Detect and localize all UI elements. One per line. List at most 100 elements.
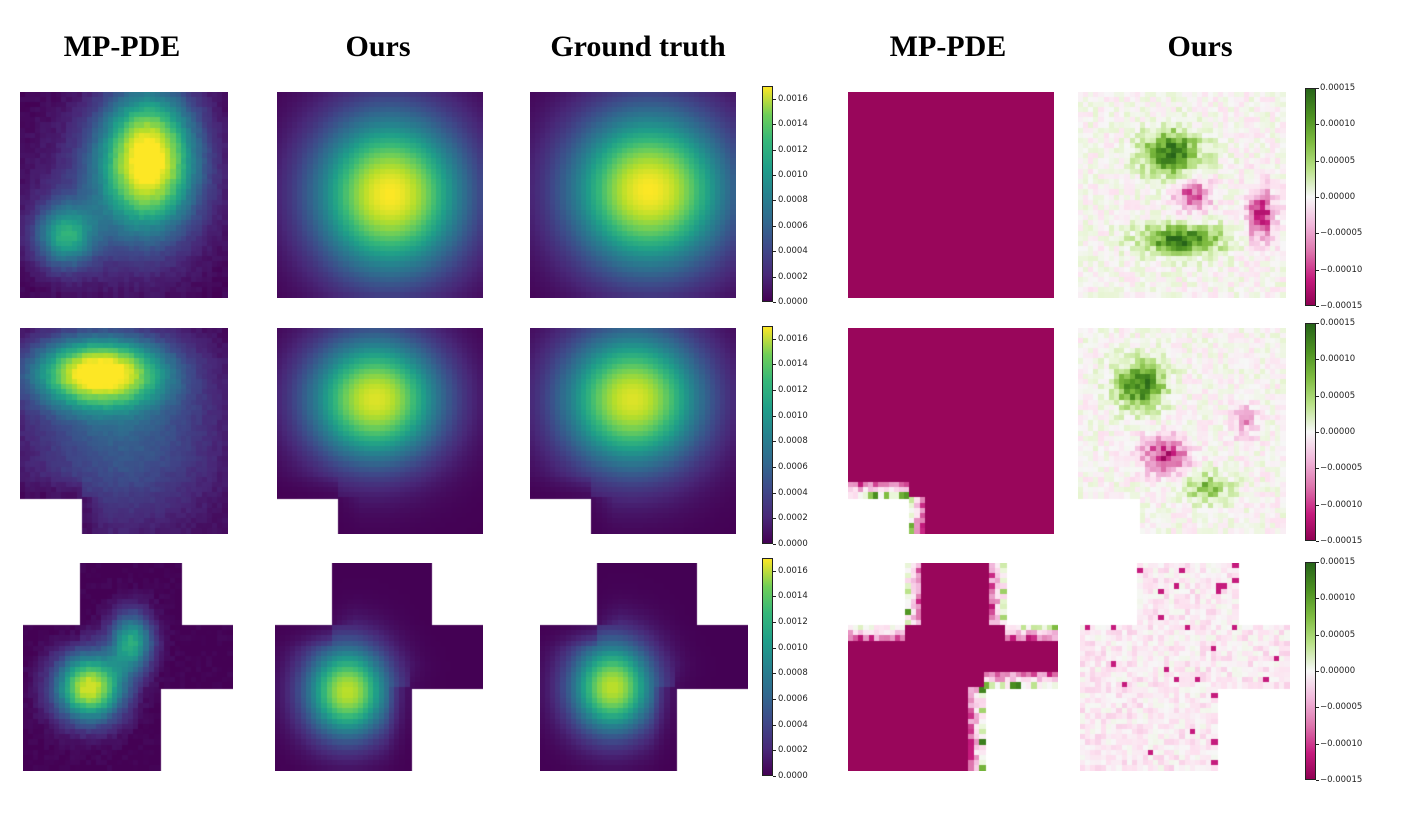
heatmap-ground-truth-row3 <box>540 563 748 771</box>
heatmap-mppde-row2 <box>20 328 228 534</box>
colorbar-tick-mark <box>773 518 776 520</box>
colorbar-tick-label: 0.0012 <box>778 617 808 628</box>
heatmap-mppde-row1 <box>20 92 228 298</box>
heatmap-ours-row3 <box>275 563 483 771</box>
colorbar-tick-label: 0.0014 <box>778 591 808 602</box>
colorbar-tick-mark <box>773 251 776 253</box>
colorbar-tick-mark <box>1316 323 1319 324</box>
colorbar-tick-mark <box>1316 671 1319 672</box>
colorbar-tick-label: 0.0002 <box>778 513 808 524</box>
colorbar-tick-mark <box>1316 634 1319 636</box>
heatmap-ground-truth-row1 <box>530 92 736 298</box>
heatmap-ground-truth-row2 <box>530 328 736 534</box>
colorbar-tick-label: −0.00015 <box>1320 536 1363 546</box>
error-map-mppde-row3 <box>848 563 1058 771</box>
colorbar-tick-mark <box>773 225 776 227</box>
column-title-ground-truth: Ground truth <box>550 30 726 63</box>
colorbar-tick-label: 0.0008 <box>778 668 808 679</box>
colorbar-tick-mark <box>1316 160 1319 162</box>
colorbar-tick-mark <box>773 174 776 176</box>
colorbar-tick-label: 0.0016 <box>778 93 808 104</box>
colorbar-tick-label: 0.00010 <box>1320 593 1356 604</box>
colorbar-tick-mark <box>773 149 776 151</box>
colorbar-tick-label: 0.0014 <box>778 359 808 370</box>
colorbar-tick-label: 0.0000 <box>778 297 808 307</box>
colorbar-tick-label: 0.0000 <box>778 771 808 781</box>
colorbar-tick-label: 0.0014 <box>778 119 808 130</box>
colorbar-tick-label: 0.0016 <box>778 333 808 344</box>
colorbar-tick-mark <box>773 724 776 726</box>
colorbar-tick-mark <box>773 699 776 701</box>
colorbar-tick-label: 0.0004 <box>778 719 808 730</box>
colorbar-tick-mark <box>773 200 776 202</box>
colorbar-tick-label: −0.00010 <box>1320 264 1363 275</box>
column-title-mppde-1: MP-PDE <box>63 30 181 63</box>
colorbar-tick-mark <box>773 596 776 598</box>
colorbar-tick-mark <box>1316 233 1319 235</box>
colorbar-tick-mark <box>1316 541 1319 542</box>
colorbar-tick-label: 0.00010 <box>1320 119 1356 130</box>
colorbar-tick-mark <box>773 622 776 624</box>
colorbar-tick-label: 0.0006 <box>778 220 808 231</box>
colorbar-tick-label: 0.00010 <box>1320 354 1356 365</box>
colorbar-tick-mark <box>1316 562 1319 563</box>
colorbar-tick-mark <box>1316 359 1319 361</box>
colorbar-tick-label: 0.0002 <box>778 745 808 756</box>
colorbar-tick-label: 0.0006 <box>778 694 808 705</box>
colorbar-tick-mark <box>773 302 776 303</box>
error-map-ours-row2 <box>1078 328 1286 534</box>
colorbar-tick-mark <box>1316 88 1319 89</box>
colorbar-tick-mark <box>1316 432 1319 433</box>
colorbar-tick-mark <box>1316 395 1319 397</box>
colorbar-tick-mark <box>773 776 776 777</box>
colorbar-tick-mark <box>1316 780 1319 781</box>
colorbar-piyg-row1 <box>1305 88 1316 306</box>
colorbar-tick-label: −0.00010 <box>1320 499 1363 510</box>
colorbar-tick-label: 0.0008 <box>778 195 808 206</box>
colorbar-tick-label: −0.00015 <box>1320 775 1363 785</box>
colorbar-tick-mark <box>773 124 776 126</box>
error-map-ours-row3 <box>1080 563 1290 771</box>
colorbar-tick-mark <box>773 276 776 278</box>
colorbar-tick-mark <box>773 364 776 366</box>
colorbar-tick-mark <box>1316 306 1319 307</box>
colorbar-tick-label: 0.00015 <box>1320 557 1356 567</box>
colorbar-tick-label: 0.00000 <box>1320 427 1356 437</box>
colorbar-tick-mark <box>773 415 776 417</box>
colorbar-tick-label: 0.0002 <box>778 271 808 282</box>
error-map-mppde-row2 <box>848 328 1054 534</box>
colorbar-tick-label: 0.0000 <box>778 539 808 549</box>
colorbar-tick-label: −0.00010 <box>1320 738 1363 749</box>
colorbar-tick-label: 0.0010 <box>778 169 808 180</box>
colorbar-tick-mark <box>773 338 776 340</box>
colorbar-tick-label: 0.00005 <box>1320 629 1356 640</box>
colorbar-tick-mark <box>1316 124 1319 126</box>
error-map-mppde-row1 <box>848 92 1054 298</box>
error-map-ours-row1 <box>1078 92 1286 298</box>
column-title-ours-2: Ours <box>1167 30 1233 63</box>
colorbar-tick-mark <box>773 544 776 545</box>
colorbar-tick-mark <box>1316 743 1319 745</box>
colorbar-tick-label: 0.0012 <box>778 385 808 396</box>
colorbar-viridis-row2 <box>762 326 773 544</box>
colorbar-tick-mark <box>773 441 776 443</box>
colorbar-viridis-row3 <box>762 558 773 776</box>
column-title-mppde-2: MP-PDE <box>889 30 1007 63</box>
colorbar-tick-mark <box>773 492 776 494</box>
colorbar-tick-mark <box>773 467 776 469</box>
colorbar-tick-label: 0.0008 <box>778 436 808 447</box>
colorbar-tick-label: 0.0010 <box>778 410 808 421</box>
colorbar-piyg-row3 <box>1305 562 1316 780</box>
colorbar-tick-mark <box>773 570 776 572</box>
colorbar-tick-label: 0.00015 <box>1320 83 1356 93</box>
colorbar-tick-mark <box>1316 197 1319 198</box>
colorbar-tick-mark <box>1316 707 1319 709</box>
heatmap-ours-row2 <box>277 328 483 534</box>
colorbar-tick-mark <box>773 673 776 675</box>
colorbar-tick-mark <box>773 390 776 392</box>
colorbar-tick-mark <box>773 750 776 752</box>
colorbar-tick-label: 0.00005 <box>1320 155 1356 166</box>
colorbar-tick-label: −0.00005 <box>1320 228 1363 239</box>
colorbar-tick-label: 0.0004 <box>778 246 808 257</box>
colorbar-tick-mark <box>773 98 776 100</box>
